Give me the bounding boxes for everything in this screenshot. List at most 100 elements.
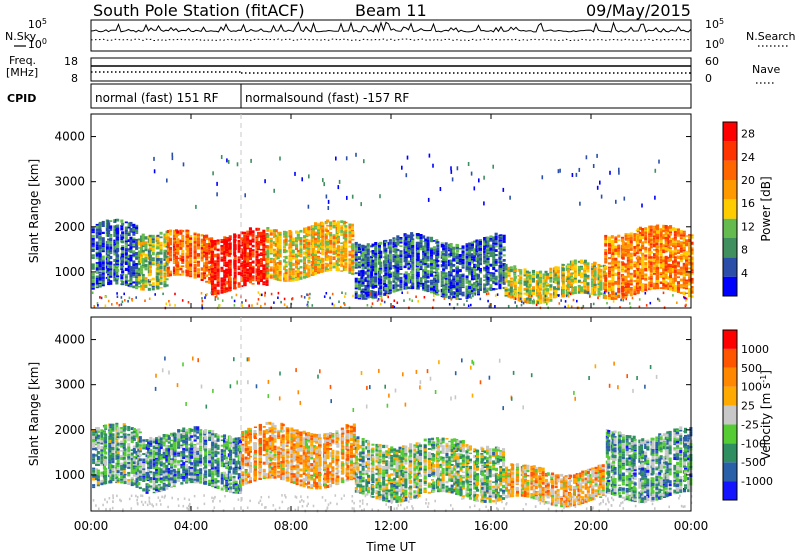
echo-cell: [656, 243, 659, 246]
echo-cell: [129, 257, 132, 260]
echo-cell: [337, 268, 340, 271]
echo-cell: [288, 271, 291, 274]
echo-cell: [160, 264, 163, 266]
echo-cell: [627, 247, 630, 249]
echo-cell: [97, 478, 100, 481]
echo-cell: [194, 238, 197, 241]
power-colorbar-swatches: [723, 122, 737, 296]
echo-cell: [503, 254, 506, 256]
sparse-echo-cell: [363, 159, 365, 163]
echo-cell: [109, 234, 112, 236]
echo-cell: [641, 253, 644, 256]
echo-cell: [117, 451, 120, 454]
echo-cell: [238, 234, 241, 236]
echo-cell: [246, 278, 249, 280]
echo-cell: [669, 252, 672, 255]
ground-scatter-cell: [260, 305, 262, 308]
echo-cell: [462, 283, 465, 285]
echo-cell: [379, 289, 382, 292]
echo-cell: [92, 461, 95, 464]
echo-cell: [225, 269, 228, 272]
echo-cell: [149, 258, 152, 260]
ground-scatter-cell: [523, 302, 525, 305]
echo-cell: [116, 257, 119, 259]
sparse-echo-cell: [346, 156, 348, 160]
echo-cell: [211, 258, 214, 260]
echo-cell: [656, 228, 659, 230]
echo-cell: [586, 265, 589, 267]
echo-cell: [307, 229, 310, 230]
echo-cell: [630, 237, 633, 240]
echo-cell: [389, 254, 392, 257]
ground-scatter-cell: [585, 291, 587, 294]
echo-cell: [374, 273, 377, 275]
echo-cell: [637, 244, 640, 246]
echo-cell: [411, 269, 414, 271]
echo-cell: [441, 280, 444, 283]
echo-cell: [445, 254, 448, 256]
echo-cell: [583, 286, 586, 288]
echo-cell: [384, 278, 387, 280]
echo-cell: [266, 269, 269, 272]
echo-cell: [117, 454, 120, 456]
echo-cell: [127, 472, 130, 474]
sparse-echo-cell: [221, 155, 223, 159]
echo-cell: [495, 259, 498, 261]
echo-cell: [337, 245, 340, 248]
ground-scatter-cell: [261, 294, 263, 297]
echo-cell: [529, 290, 532, 293]
echo-cell: [307, 274, 310, 277]
echo-cell: [674, 250, 677, 252]
echo-cell: [665, 250, 668, 252]
echo-cell: [384, 240, 387, 242]
echo-cell: [111, 433, 114, 436]
echo-cell: [220, 292, 223, 294]
echo-cell: [407, 287, 410, 290]
echo-cell: [121, 266, 124, 268]
echo-cell: [580, 262, 583, 264]
echo-cell: [399, 283, 402, 286]
echo-cell: [641, 275, 644, 278]
echo-cell: [102, 270, 105, 272]
echo-cell: [594, 270, 597, 273]
echo-cell: [125, 222, 128, 224]
ground-scatter-cell: [362, 292, 364, 295]
echo-cell: [337, 264, 340, 266]
ground-scatter-cell: [528, 295, 530, 298]
echo-cell: [326, 270, 329, 272]
echo-cell: [627, 259, 630, 261]
ground-scatter-cell: [685, 299, 687, 302]
echo-cell: [436, 290, 439, 293]
echo-cell: [665, 261, 668, 265]
echo-cell: [475, 281, 478, 283]
echo-cell: [405, 263, 408, 266]
echo-cell: [317, 225, 320, 227]
echo-cell: [132, 243, 135, 246]
echo-cell: [132, 266, 135, 270]
echo-cell: [644, 276, 647, 278]
echo-cell: [97, 442, 100, 444]
ground-scatter-cell: [264, 303, 266, 306]
echo-cell: [96, 282, 99, 285]
ground-scatter-cell: [407, 291, 409, 294]
echo-cell: [127, 464, 130, 467]
echo-cell: [656, 260, 659, 264]
echo-cell: [116, 264, 119, 266]
echo-cell: [262, 256, 265, 259]
echo-cell: [194, 256, 197, 258]
echo-cell: [445, 260, 448, 261]
echo-cell: [125, 244, 128, 246]
echo-cell: [92, 473, 95, 475]
echo-cell: [445, 290, 448, 294]
echo-cell: [384, 248, 387, 250]
echo-cell: [665, 266, 668, 269]
echo-cell: [379, 270, 382, 272]
echo-cell: [138, 276, 141, 278]
echo-cell: [492, 272, 495, 274]
echo-cell: [685, 284, 688, 287]
echo-cell: [229, 267, 232, 269]
echo-cell: [487, 258, 490, 260]
echo-cell: [279, 232, 282, 233]
echo-cell: [211, 281, 214, 283]
echo-cell: [124, 478, 127, 481]
